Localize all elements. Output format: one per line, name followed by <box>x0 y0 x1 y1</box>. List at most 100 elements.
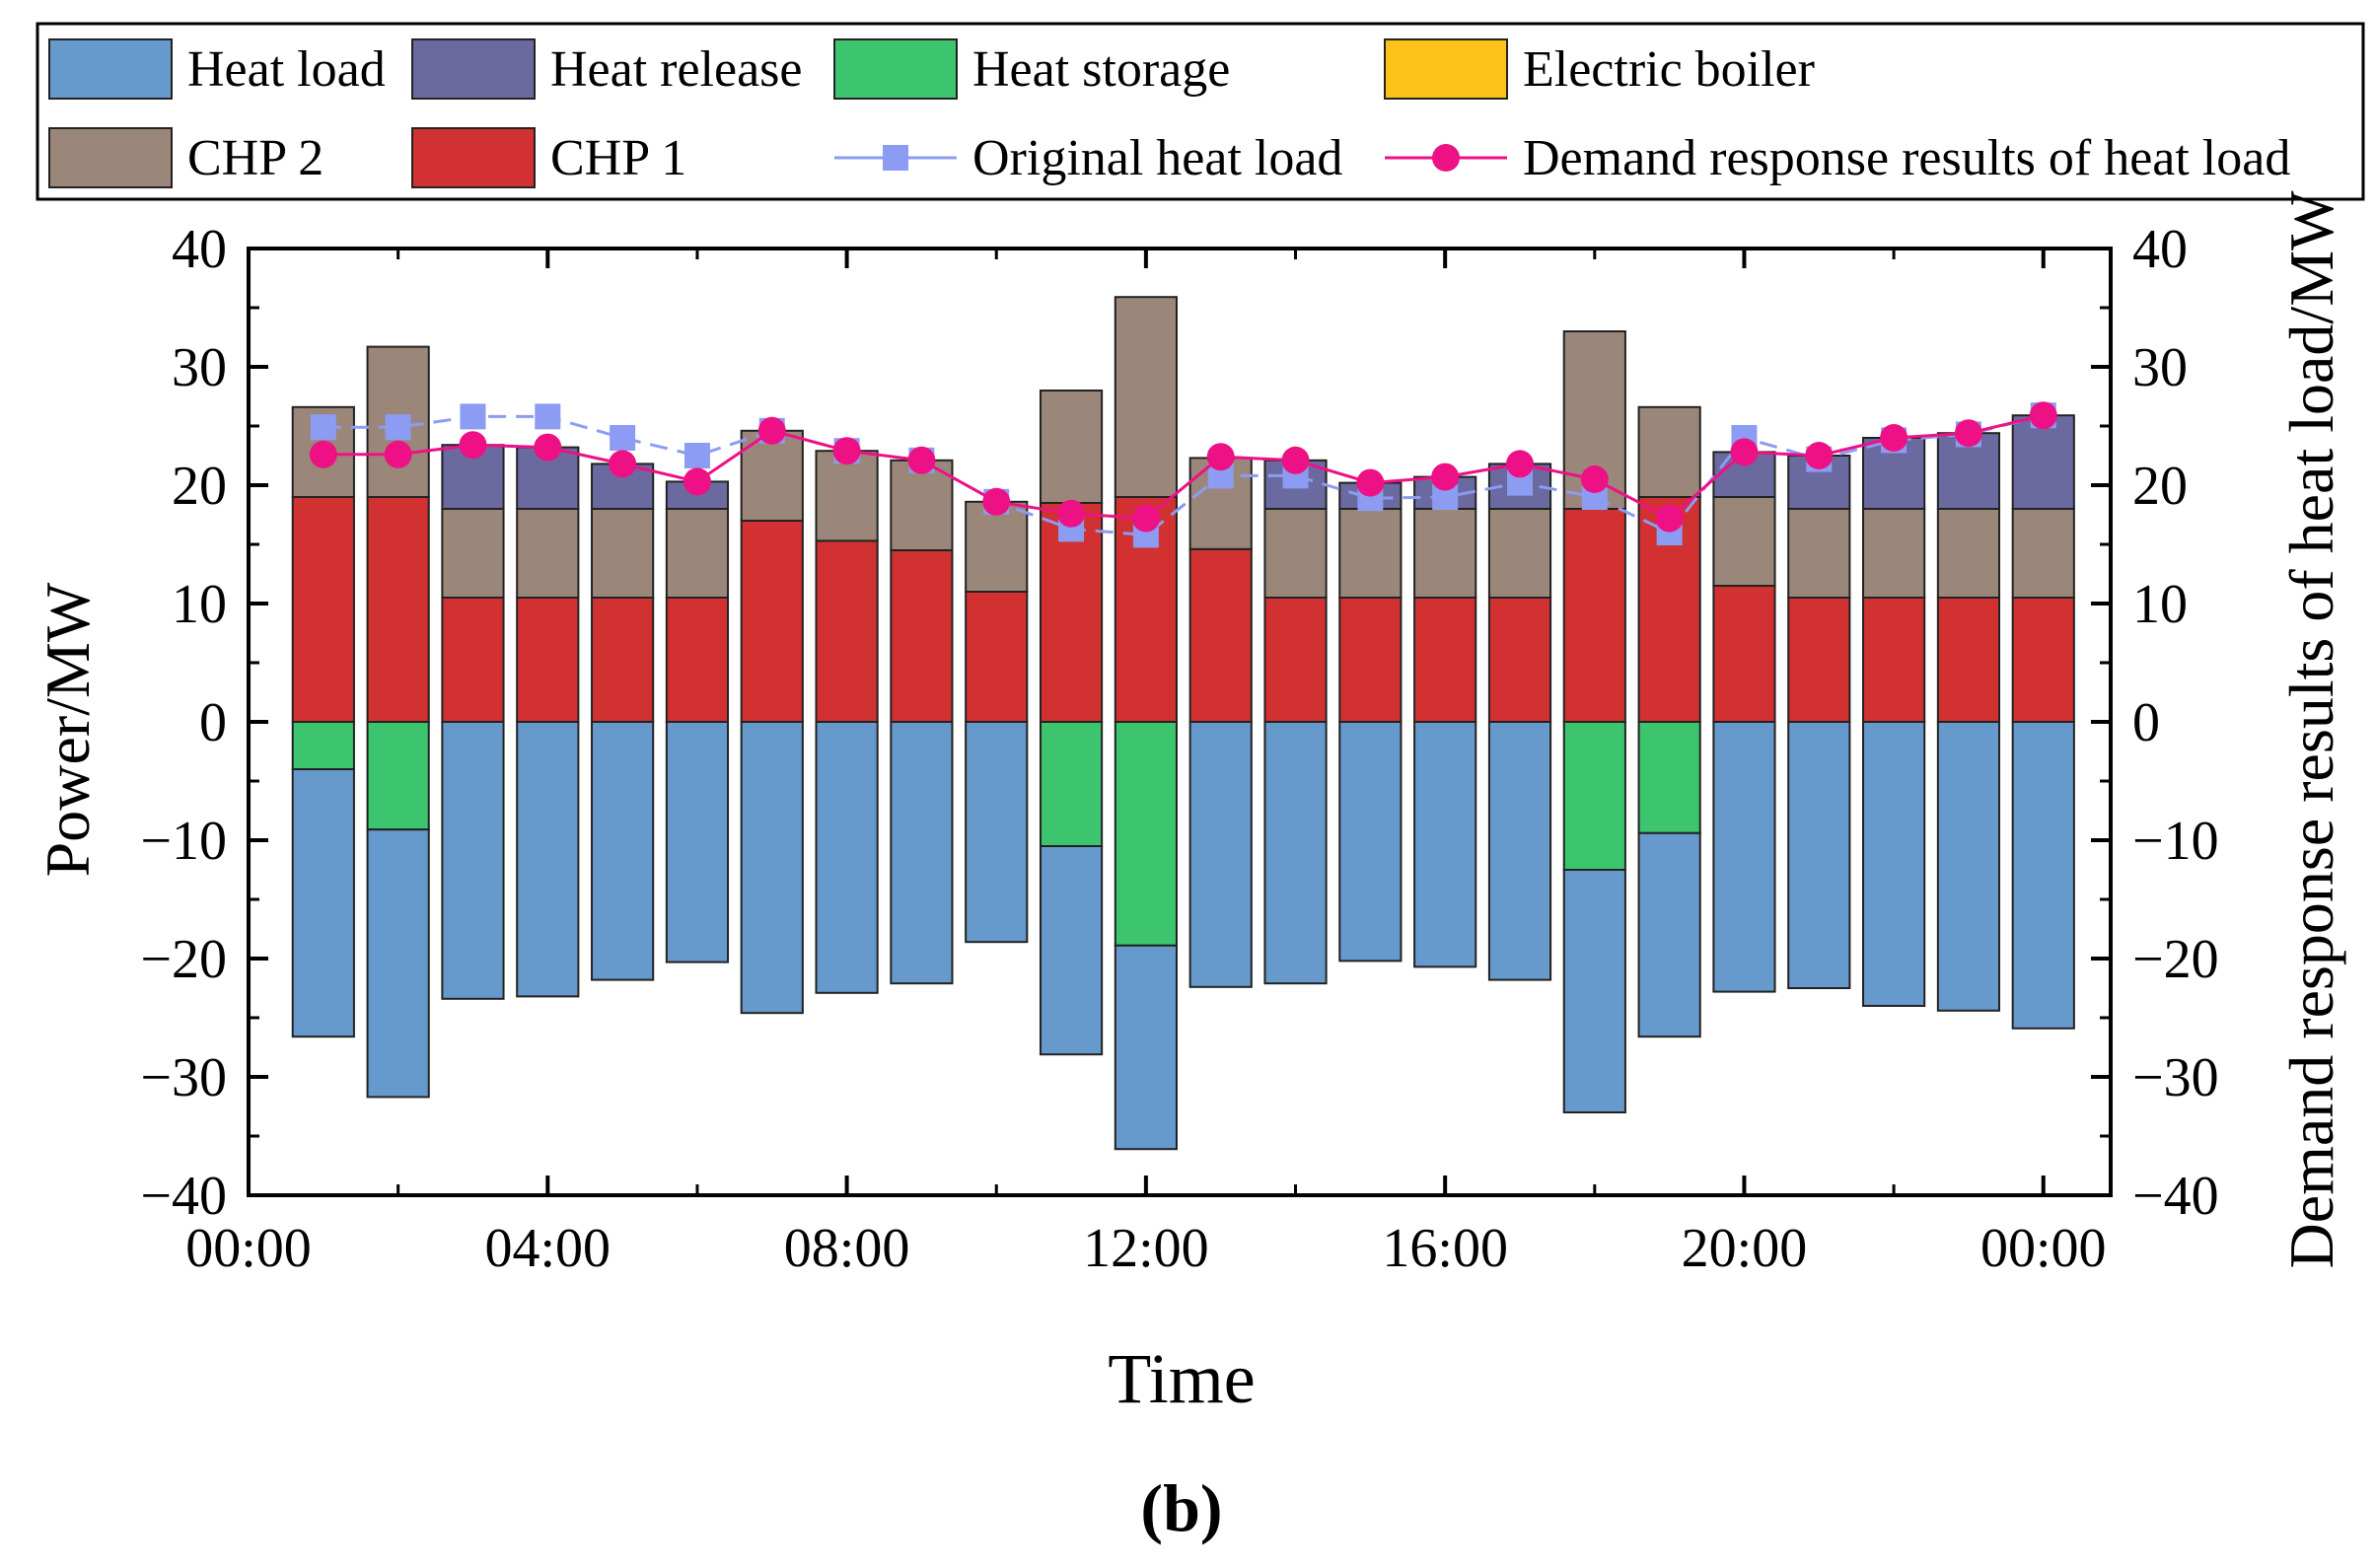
bar-chp-1 <box>366 496 430 723</box>
legend-chp-1-swatch <box>411 127 536 188</box>
bar-heat-load <box>1862 721 1926 1007</box>
legend-heat-release-swatch <box>411 38 536 100</box>
legend-original-heat-load-marker <box>883 145 908 171</box>
bar-chp-1 <box>1787 597 1851 723</box>
legend-chp-2-swatch <box>48 127 173 188</box>
circle-marker <box>1580 465 1609 493</box>
bar-heat-load <box>591 721 655 981</box>
bar-heat-storage <box>1637 721 1701 834</box>
y2-tick-label: 10 <box>2132 574 2188 635</box>
axes: −40 −40 −30 −30 −20 −20 −10 −10 0 0 10 10 20 20 30 30 40… <box>140 219 2218 1279</box>
circle-marker <box>982 487 1011 516</box>
bar-chp-1 <box>1338 597 1403 723</box>
caption-open-paren: ( <box>1140 1470 1163 1545</box>
square-marker <box>684 443 710 468</box>
circle-marker <box>907 446 936 474</box>
legend-electric-boiler-swatch <box>1384 38 1508 100</box>
bar-chp-1 <box>2011 597 2075 723</box>
bar-chp-1 <box>591 597 655 723</box>
bar-layer <box>291 296 2075 1151</box>
y-axis-title: Power/MW <box>33 582 103 877</box>
circle-marker <box>1805 442 1834 469</box>
caption-close-paren: ) <box>1200 1470 1223 1545</box>
x-tick-label: 20:00 <box>1682 1218 1808 1279</box>
bar-chp-1 <box>1936 597 2001 723</box>
y2-tick-label: −20 <box>2132 929 2219 990</box>
circle-marker <box>1730 438 1759 466</box>
bar-heat-load <box>1263 721 1328 985</box>
legend-demand-response-results-of-heat-load-label: Demand response results of heat load <box>1523 130 2290 186</box>
bar-chp-1 <box>965 591 1029 723</box>
x-tick-label: 08:00 <box>784 1218 910 1279</box>
bar-heat-load <box>1338 721 1403 962</box>
bar-chp-2 <box>1787 508 1851 599</box>
bar-heat-release <box>2011 414 2075 511</box>
bar-chp-2 <box>1637 405 1701 498</box>
bar-heat-load <box>815 721 879 994</box>
bar-chp-1 <box>1413 597 1477 723</box>
bar-heat-load <box>366 828 430 1099</box>
square-marker <box>385 414 411 441</box>
bar-chp-1 <box>890 549 954 723</box>
bar-chp-2 <box>516 508 580 599</box>
circle-marker <box>384 440 412 468</box>
bar-heat-load <box>665 721 730 963</box>
circle-marker <box>1954 419 1982 448</box>
bar-chp-2 <box>441 508 505 599</box>
bar-chp-2 <box>1263 508 1328 599</box>
circle-marker <box>1281 446 1310 474</box>
legend-chp-2-label: CHP 2 <box>187 130 324 186</box>
y-tick-label: −10 <box>140 811 227 872</box>
bar-chp-2 <box>591 508 655 599</box>
legend-heat-release-label: Heat release <box>550 41 802 98</box>
bar-chp-1 <box>516 597 580 723</box>
x-tick-label: 16:00 <box>1382 1218 1508 1279</box>
legend: Heat load Heat release Heat storage Electri… <box>36 22 2365 201</box>
bar-heat-load <box>441 721 505 1000</box>
bar-chp-1 <box>291 496 355 723</box>
square-marker <box>610 425 636 451</box>
y-tick-label: −30 <box>140 1047 227 1108</box>
bar-chp-2 <box>1039 390 1104 504</box>
square-marker <box>310 414 336 441</box>
legend-demand-response-results-of-heat-load-marker <box>1432 144 1460 172</box>
legend-electric-boiler-label: Electric boiler <box>1523 41 1815 98</box>
bar-chp-2 <box>1338 508 1403 599</box>
circle-marker <box>1880 424 1908 452</box>
y2-tick-label: 40 <box>2132 219 2188 280</box>
figure-caption: (b) <box>1140 1470 1222 1545</box>
bar-chp-2 <box>1712 496 1776 587</box>
square-marker <box>460 403 486 430</box>
circle-marker <box>309 440 337 468</box>
bar-heat-load <box>1413 721 1477 968</box>
line-layer <box>309 401 2057 548</box>
circle-marker <box>534 433 562 462</box>
bar-heat-load <box>1188 721 1253 988</box>
bar-chp-2 <box>665 508 730 599</box>
bar-heat-release <box>1712 451 1776 498</box>
bar-chp-2 <box>1936 508 2001 599</box>
y-tick-label: −40 <box>140 1166 227 1227</box>
y2-tick-label: −40 <box>2132 1166 2219 1227</box>
bar-heat-load <box>1712 721 1776 993</box>
circle-marker <box>683 467 711 496</box>
circle-marker <box>832 437 861 465</box>
bar-chp-2 <box>1413 508 1477 599</box>
legend-heat-storage-swatch <box>833 38 958 100</box>
circle-marker <box>1057 499 1086 528</box>
line-original-heat-load <box>323 413 2045 536</box>
circle-marker <box>1206 443 1235 471</box>
bar-heat-storage <box>366 721 430 831</box>
bar-heat-load <box>1562 869 1626 1113</box>
bar-chp-1 <box>815 539 879 724</box>
y2-axis-title: Demand response results of heat load/MW <box>2276 190 2346 1269</box>
legend-original-heat-load-label: Original heat load <box>972 130 1342 186</box>
bar-chp-2 <box>1487 508 1552 599</box>
x-tick-label: 12:00 <box>1083 1218 1209 1279</box>
bar-heat-load <box>890 721 954 985</box>
bar-heat-load <box>1487 721 1552 981</box>
line-demand-response-results-of-heat-load <box>323 413 2045 521</box>
y-tick-label: 20 <box>172 456 227 517</box>
bar-chp-1 <box>1263 597 1328 723</box>
